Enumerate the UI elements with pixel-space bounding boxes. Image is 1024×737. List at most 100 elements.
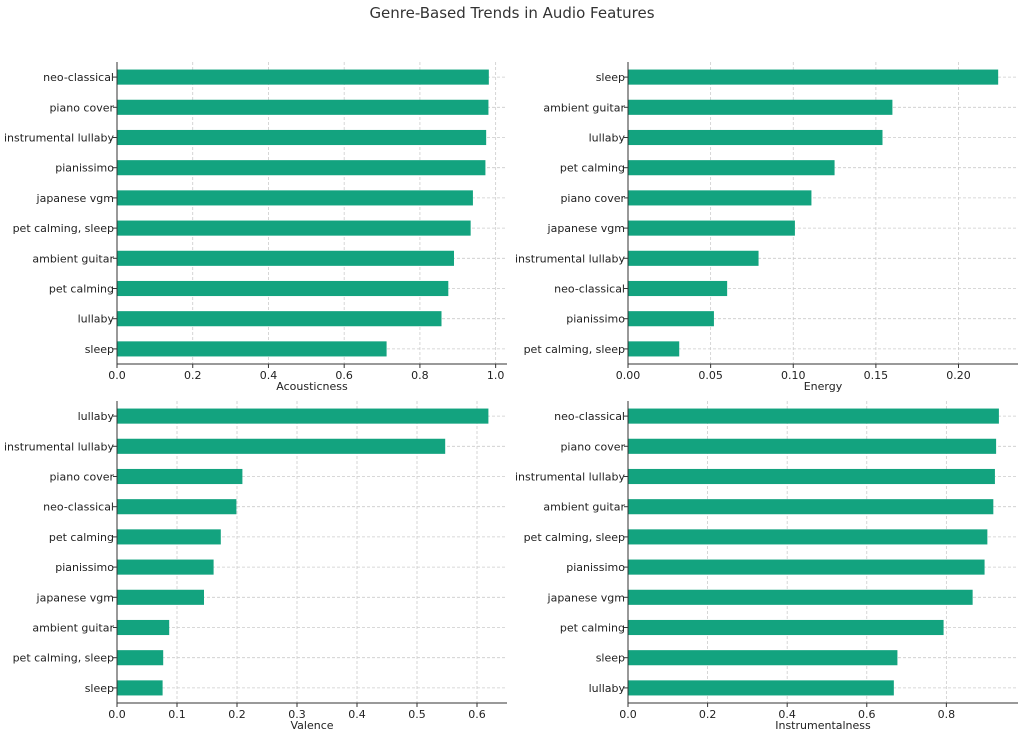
y-tick-label: pet calming [49,531,114,544]
y-tick-label: instrumental lullaby [515,252,625,265]
x-tick-label: 0.00 [616,369,641,382]
bar-neo-classical [117,499,237,515]
x-tick-label: 1.0 [487,369,505,382]
x-tick-label: 0.3 [288,708,306,721]
y-tick-label: japanese vgm [547,222,625,235]
y-tick-label: instrumental lullaby [4,132,114,145]
x-axis-label: Instrumentalness [775,719,871,732]
x-tick-label: 0.6 [858,708,876,721]
bar-sleep [628,69,999,85]
bar-pet-calming-sleep [628,529,988,545]
y-tick-label: pet calming, sleep [524,531,625,544]
bar-piano-cover [628,438,997,454]
y-tick-label: sleep [596,652,625,665]
bar-neo-classical [628,280,728,297]
chart-panel-instrumentalness: 0.0 0.2 0.4 0.6 0.8 neo-classical piano cover i… [515,401,1018,732]
bar-pianissimo [117,559,214,575]
x-tick-label: 0.4 [778,708,796,721]
bar-pianissimo [628,559,985,575]
bar-lullaby [117,408,489,424]
y-tick-label: pet calming [560,162,625,175]
y-tick-label: piano cover [560,440,625,453]
bar-pet-calming-sleep [117,220,471,236]
y-tick-label: lullaby [78,410,115,423]
x-tick-label: 0.4 [260,369,278,382]
bar-piano-cover [117,99,489,115]
y-tick-label: lullaby [589,132,626,145]
x-tick-label: 0.0 [108,369,126,382]
bar-neo-classical [117,69,489,85]
y-tick-label: neo-classical [554,283,625,296]
bar-neo-classical [628,408,999,424]
bar-instrumental-lullaby [628,468,995,485]
y-tick-label: pet calming, sleep [13,222,114,235]
y-tick-label: japanese vgm [36,192,114,205]
y-tick-label: piano cover [49,471,114,484]
y-tick-label: pianissimo [55,162,114,175]
y-tick-label: japanese vgm [36,591,114,604]
x-tick-label: 0.15 [864,369,889,382]
y-tick-label: sleep [596,71,625,84]
y-tick-label: pet calming [49,283,114,296]
y-tick-label: piano cover [560,192,625,205]
bar-sleep [117,680,163,696]
y-tick-label: ambient guitar [32,622,114,635]
x-axis-label: Energy [804,380,843,393]
x-tick-label: 0.0 [108,708,126,721]
x-tick-label: 0.4 [348,708,366,721]
bar-pet-calming [628,619,944,636]
bar-japanese-vgm [117,589,204,605]
x-axis-label: Valence [290,719,333,732]
y-tick-label: ambient guitar [32,252,114,265]
y-tick-label: piano cover [49,101,114,114]
x-tick-label: 0.2 [228,708,246,721]
chart-panel-energy: 0.00 0.05 0.10 0.15 0.20 sleep ambient guitar l… [515,62,1018,393]
bar-piano-cover [117,468,243,485]
bar-lullaby [628,129,883,146]
bar-japanese-vgm [628,589,973,605]
y-tick-label: neo-classical [43,501,114,514]
bar-instrumental-lullaby [117,129,487,146]
y-tick-label: ambient guitar [543,101,625,114]
y-tick-label: pianissimo [566,561,625,574]
bar-pet-calming-sleep [117,650,164,666]
x-tick-label: 0.8 [938,708,956,721]
bar-ambient-guitar [628,99,893,115]
x-tick-label: 0.05 [698,369,723,382]
y-tick-label: sleep [85,682,114,695]
charts-group: 0.0 0.2 0.4 0.6 0.8 1.0 neo-classical piano cov… [4,62,1018,732]
x-tick-label: 0.2 [184,369,202,382]
bar-piano-cover [628,190,812,206]
bar-instrumental-lullaby [117,438,446,454]
y-tick-label: japanese vgm [547,591,625,604]
y-tick-label: neo-classical [43,71,114,84]
bar-ambient-guitar [117,250,454,266]
bar-pet-calming [117,529,221,545]
y-tick-label: sleep [85,343,114,356]
y-tick-label: pianissimo [566,313,625,326]
bar-ambient-guitar [117,619,170,636]
y-tick-label: instrumental lullaby [515,471,625,484]
bar-sleep [628,650,898,666]
bar-pet-calming-sleep [628,341,680,357]
y-tick-label: pet calming, sleep [524,343,625,356]
y-tick-label: pianissimo [55,561,114,574]
x-tick-label: 0.0 [619,708,637,721]
x-tick-label: 0.2 [699,708,717,721]
x-axis-label: Acousticness [276,380,348,393]
y-tick-label: lullaby [78,313,115,326]
figure-title: Genre-Based Trends in Audio Features [369,4,654,22]
y-tick-label: pet calming [560,622,625,635]
bar-ambient-guitar [628,499,994,515]
y-tick-label: neo-classical [554,410,625,423]
bar-pianissimo [628,311,714,327]
bar-lullaby [117,311,442,327]
bar-japanese-vgm [628,220,795,236]
bar-pianissimo [117,160,486,176]
chart-panel-valence: 0.0 0.1 0.2 0.3 0.4 0.5 0.6 lullaby instrumental… [4,401,507,732]
y-tick-label: ambient guitar [543,501,625,514]
bar-pet-calming [628,160,835,176]
bar-instrumental-lullaby [628,250,759,266]
y-tick-label: instrumental lullaby [4,440,114,453]
